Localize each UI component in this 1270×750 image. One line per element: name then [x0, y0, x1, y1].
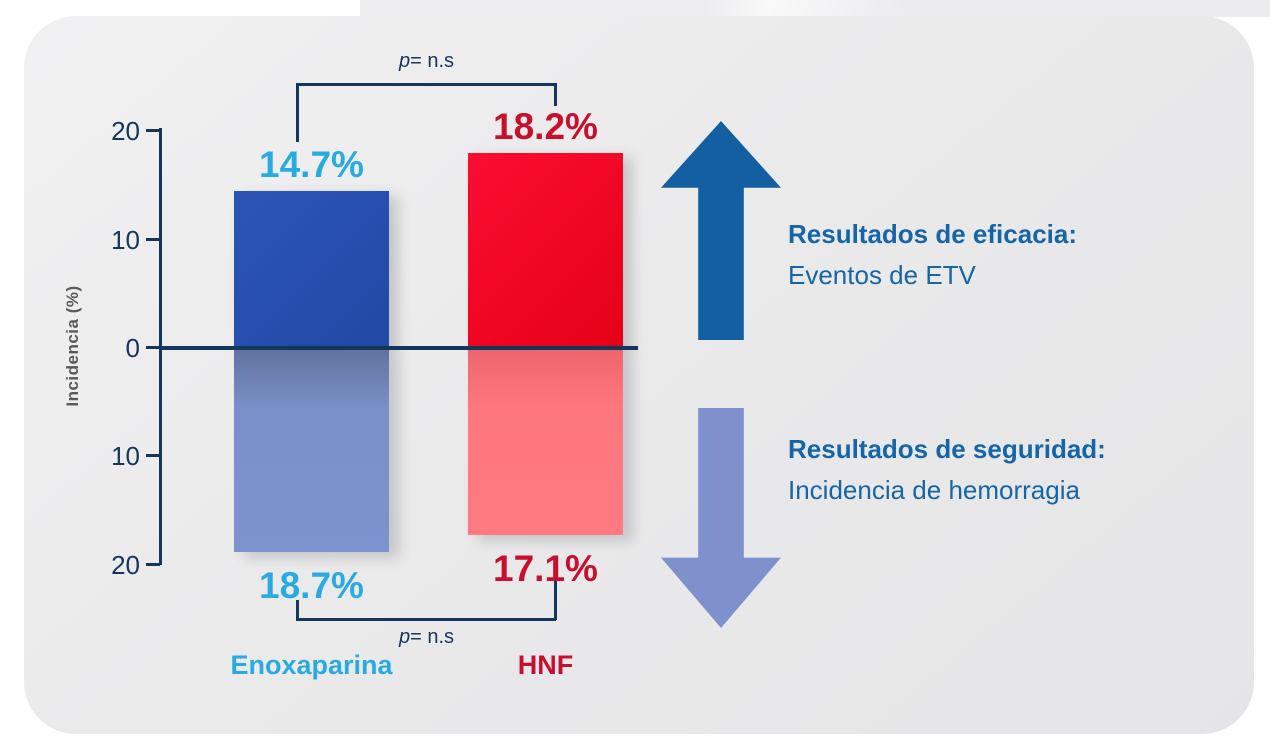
bar-enoxaparina-safety — [234, 350, 389, 552]
zero-baseline — [159, 346, 638, 350]
y-axis-tick — [146, 346, 160, 349]
efficacy-subtitle: Eventos de ETV — [788, 260, 976, 290]
y-axis-tick — [146, 563, 160, 566]
value-label-hnf-safety: 17.1% — [493, 547, 598, 589]
background-decoration — [360, 0, 1270, 17]
bar-hnf-safety — [468, 350, 623, 535]
safety-caption: Resultados de seguridad: Incidencia de h… — [788, 429, 1228, 511]
bar-enoxaparina-efficacy — [234, 191, 389, 350]
bracket-top-left-leg — [296, 83, 299, 142]
y-tick-label-0: 0 — [125, 333, 140, 363]
value-label-enoxaparina-safety: 18.7% — [259, 564, 364, 606]
y-axis-tick — [146, 454, 160, 457]
bracket-bottom-horizontal — [296, 618, 556, 621]
y-tick-label-10-bottom: 10 — [111, 441, 140, 471]
safety-title: Resultados de seguridad: — [788, 434, 1106, 464]
p-value-top-symbol: p — [398, 50, 411, 72]
y-tick-label-20-bottom: 20 — [111, 550, 140, 580]
y-tick-label-10-top: 10 — [111, 225, 140, 255]
bracket-bottom-right-leg — [554, 577, 557, 620]
safety-subtitle: Incidencia de hemorragia — [788, 475, 1080, 505]
bar-hnf-efficacy — [468, 153, 623, 350]
y-axis-tick — [146, 238, 160, 241]
bracket-top-horizontal — [296, 83, 556, 86]
y-tick-label-20-top: 20 — [111, 116, 140, 146]
p-value-bottom-text: = n.s — [410, 626, 455, 648]
bracket-bottom-left-leg — [296, 600, 299, 620]
category-label-enoxaparina: Enoxaparina — [230, 650, 393, 680]
y-axis-title: Incidencia (%) — [63, 285, 82, 407]
efficacy-caption: Resultados de eficacia: Eventos de ETV — [788, 214, 1228, 296]
p-value-top-text: = n.s — [410, 50, 455, 72]
category-label-hnf: HNF — [517, 650, 574, 680]
value-label-enoxaparina-efficacy: 14.7% — [259, 144, 364, 186]
efficacy-title: Resultados de eficacia: — [788, 219, 1077, 249]
y-axis-tick — [146, 129, 160, 132]
bracket-top-right-leg — [554, 83, 557, 106]
p-value-top: p= n.s — [297, 50, 556, 73]
p-value-bottom-symbol: p — [398, 626, 411, 648]
value-label-hnf-efficacy: 18.2% — [493, 106, 598, 148]
p-value-bottom: p= n.s — [297, 626, 556, 649]
chart-card — [24, 16, 1254, 734]
